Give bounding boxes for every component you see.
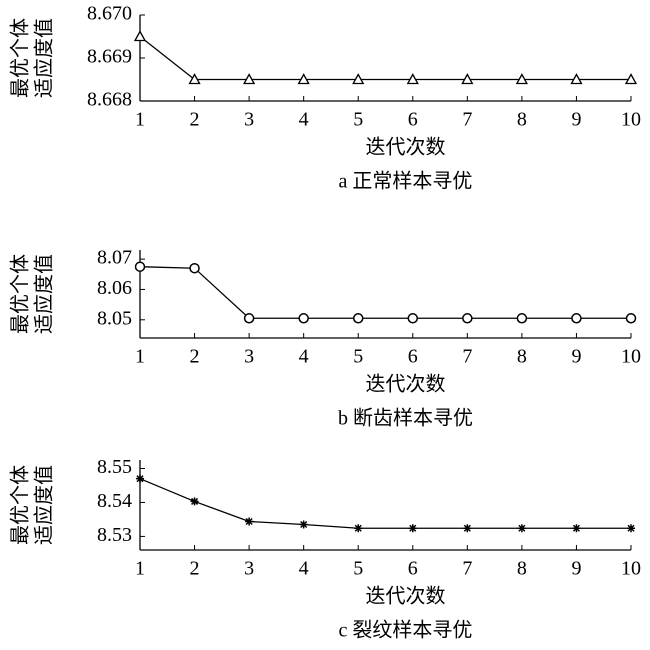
y-tick-label: 8.06 — [97, 277, 132, 299]
x-tick-label: 2 — [190, 109, 200, 131]
marker — [570, 73, 583, 85]
y-axis-label: 适应度值 — [33, 465, 56, 545]
marker — [352, 313, 364, 324]
marker — [408, 524, 417, 533]
x-tick-label: 10 — [621, 558, 641, 580]
y-axis-label: 最优个体 — [9, 254, 32, 334]
marker — [299, 520, 308, 529]
marker — [624, 73, 638, 85]
x-tick-label: 4 — [299, 558, 309, 580]
y-tick-label: 8.670 — [87, 3, 132, 25]
marker — [136, 474, 144, 483]
x-tick-label: 7 — [462, 346, 472, 368]
y-tick-label: 8.05 — [97, 307, 132, 329]
y-axis-label: 适应度值 — [33, 18, 56, 98]
marker — [407, 313, 419, 324]
marker — [463, 524, 472, 533]
x-tick-label: 8 — [517, 558, 527, 580]
x-tick-label: 1 — [135, 109, 145, 131]
x-tick-label: 1 — [135, 346, 145, 368]
marker — [462, 313, 473, 324]
marker — [297, 73, 310, 85]
marker — [515, 73, 528, 85]
x-tick-label: 9 — [571, 109, 581, 131]
line — [139, 478, 631, 529]
marker — [352, 73, 365, 85]
marker — [627, 524, 635, 533]
x-tick-label: 10 — [621, 346, 641, 368]
marker — [243, 313, 255, 324]
caption: c 裂纹样本寻优 — [339, 619, 473, 642]
x-tick-label: 3 — [244, 558, 254, 580]
x-tick-label: 5 — [353, 109, 363, 131]
caption: b 断齿样本寻优 — [338, 407, 473, 430]
x-axis-label: 迭代次数 — [366, 136, 446, 159]
x-tick-label: 2 — [190, 558, 200, 580]
marker — [243, 73, 256, 85]
x-tick-label: 2 — [190, 346, 200, 368]
marker — [516, 313, 528, 324]
x-tick-label: 6 — [408, 558, 418, 580]
x-tick-label: 8 — [517, 346, 527, 368]
x-tick-label: 7 — [462, 109, 472, 131]
x-tick-label: 6 — [408, 346, 418, 368]
y-axis-label: 最优个体 — [9, 18, 32, 98]
marker — [354, 524, 363, 533]
x-tick-label: 9 — [571, 558, 581, 580]
caption: a 正常样本寻优 — [339, 170, 473, 193]
x-tick-label: 7 — [462, 558, 472, 580]
x-tick-label: 4 — [299, 346, 309, 368]
x-tick-label: 3 — [244, 109, 254, 131]
y-tick-label: 8.669 — [87, 46, 132, 68]
x-tick-label: 10 — [621, 109, 641, 131]
x-axis-label: 迭代次数 — [366, 585, 446, 608]
x-tick-label: 5 — [353, 558, 363, 580]
y-tick-label: 8.668 — [87, 89, 132, 111]
marker — [189, 262, 200, 274]
x-tick-label: 6 — [408, 109, 418, 131]
marker — [245, 517, 254, 526]
y-axis-label: 最优个体 — [9, 465, 32, 545]
marker — [133, 30, 147, 42]
marker — [188, 73, 201, 85]
x-tick-label: 4 — [299, 109, 309, 131]
y-tick-label: 8.07 — [97, 247, 132, 269]
y-tick-label: 8.54 — [97, 490, 132, 512]
x-tick-label: 3 — [244, 346, 254, 368]
marker — [298, 313, 309, 324]
x-tick-label: 9 — [571, 346, 581, 368]
x-tick-label: 8 — [517, 109, 527, 131]
x-tick-label: 5 — [353, 346, 363, 368]
x-axis-label: 迭代次数 — [366, 373, 446, 396]
marker — [517, 524, 526, 533]
marker — [571, 313, 582, 324]
line — [139, 266, 631, 319]
marker — [190, 497, 199, 506]
y-tick-label: 8.53 — [97, 524, 132, 546]
y-tick-label: 8.55 — [97, 456, 132, 478]
marker — [134, 261, 146, 272]
y-axis-label: 适应度值 — [33, 254, 56, 334]
marker — [572, 524, 581, 533]
marker — [625, 313, 637, 324]
marker — [406, 73, 419, 85]
x-tick-label: 1 — [135, 558, 145, 580]
line — [139, 35, 631, 81]
marker — [461, 73, 474, 85]
